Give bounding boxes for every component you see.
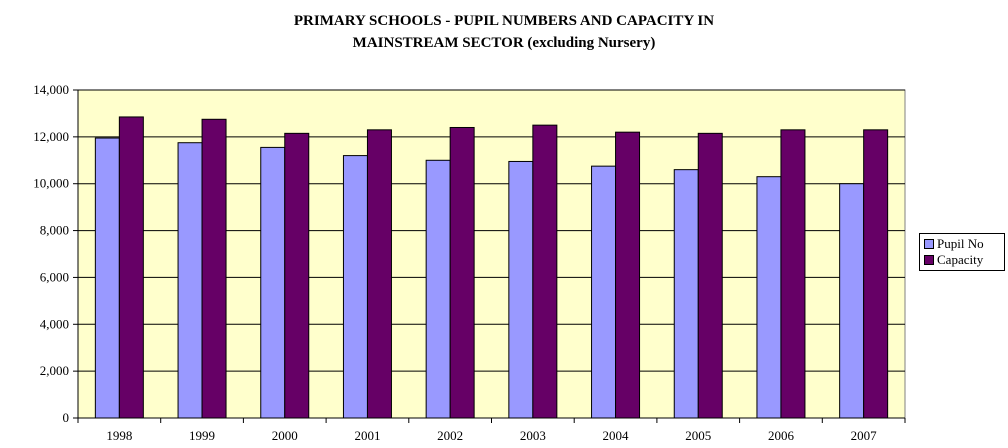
x-tick-label: 1998 (106, 428, 132, 443)
y-tick-label: 8,000 (40, 223, 69, 238)
legend-item-capacity: Capacity (924, 252, 1004, 268)
bar-capacity (118, 116, 144, 419)
bar-capacity (201, 118, 227, 419)
legend-swatch-pupil-no (924, 239, 934, 249)
x-tick-label: 2004 (603, 428, 630, 443)
bar-pupil-no (508, 160, 534, 419)
chart-title: PRIMARY SCHOOLS - PUPIL NUMBERS AND CAPA… (0, 10, 1008, 54)
bar-pupil-no (94, 137, 120, 419)
x-tick-label: 2001 (354, 428, 380, 443)
y-tick-label: 12,000 (33, 129, 69, 144)
x-tick-label: 2007 (851, 428, 878, 443)
bar-pupil-no (591, 165, 617, 419)
x-tick-label: 2005 (685, 428, 711, 443)
chart-title-line-1: PRIMARY SCHOOLS - PUPIL NUMBERS AND CAPA… (293, 13, 715, 29)
bar-pupil-no (756, 176, 782, 419)
bar-pupil-no (425, 159, 451, 419)
legend-label-capacity: Capacity (937, 252, 984, 267)
bar-pupil-no (342, 155, 368, 419)
y-tick-label: 2,000 (40, 363, 69, 378)
legend-label-pupil-no: Pupil No (937, 236, 984, 251)
bar-capacity (532, 124, 558, 419)
bar-capacity (284, 132, 310, 419)
bar-capacity (697, 132, 723, 419)
bar-capacity (615, 131, 641, 419)
bar-pupil-no (839, 183, 865, 419)
legend-swatch-capacity (924, 255, 934, 265)
y-tick-label: 4,000 (40, 316, 69, 331)
bar-capacity (449, 126, 475, 419)
bar-capacity (366, 129, 392, 419)
bar-capacity (863, 129, 889, 419)
bar-pupil-no (177, 142, 203, 419)
y-tick-label: 0 (63, 410, 70, 425)
y-tick-label: 6,000 (40, 269, 69, 284)
bar-pupil-no (260, 146, 286, 419)
x-tick-label: 2003 (520, 428, 546, 443)
y-tick-label: 14,000 (33, 82, 69, 97)
legend-item-pupil-no: Pupil No (924, 236, 1004, 252)
y-tick-label: 10,000 (33, 176, 69, 191)
x-tick-label: 2002 (437, 428, 463, 443)
x-tick-label: 2000 (272, 428, 298, 443)
legend: Pupil No Capacity (919, 233, 1005, 271)
bar-capacity (780, 129, 806, 419)
bar-pupil-no (673, 169, 699, 419)
chart-title-line-2: MAINSTREAM SECTOR (excluding Nursery) (352, 35, 656, 51)
x-tick-label: 2006 (768, 428, 795, 443)
x-tick-label: 1999 (189, 428, 215, 443)
